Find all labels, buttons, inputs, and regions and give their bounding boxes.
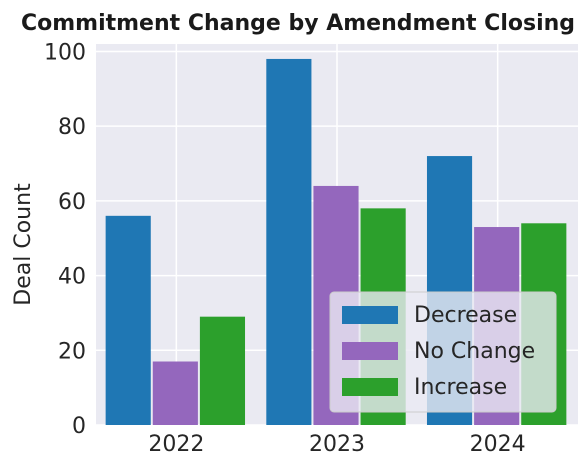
- chart-title: Commitment Change by Amendment Closing: [21, 11, 575, 36]
- bar-decrease-2023: [266, 58, 312, 426]
- legend-label: Decrease: [414, 303, 517, 328]
- bar-decrease-2022: [105, 215, 151, 425]
- x-axis-ticks: 2022 2023 2024: [148, 432, 525, 455]
- y-tick-label: 40: [58, 265, 86, 290]
- legend-label: No Change: [414, 339, 535, 364]
- legend: Decrease No Change Increase: [329, 291, 557, 413]
- legend-swatch: [342, 342, 398, 360]
- bar-increase-2022: [199, 316, 246, 425]
- y-tick-label: 20: [58, 339, 86, 364]
- x-tick-label: 2023: [309, 432, 365, 455]
- legend-label: Increase: [414, 375, 507, 400]
- bar-no-change-2022: [152, 361, 198, 425]
- legend-swatch: [342, 306, 398, 324]
- x-tick-label: 2022: [148, 432, 204, 455]
- y-axis-label: Deal Count: [11, 183, 36, 306]
- x-tick-label: 2024: [470, 432, 526, 455]
- y-axis-ticks: 0 20 40 60 80 100: [44, 40, 86, 439]
- y-tick-label: 0: [72, 414, 86, 439]
- legend-swatch: [342, 378, 398, 396]
- y-tick-label: 60: [58, 190, 86, 215]
- y-tick-label: 100: [44, 40, 86, 65]
- y-tick-label: 80: [58, 115, 86, 140]
